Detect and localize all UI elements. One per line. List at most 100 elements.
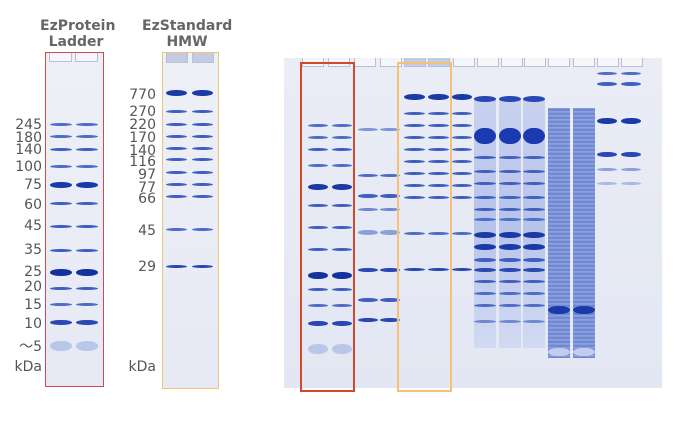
band: [332, 148, 352, 151]
band: [404, 136, 425, 139]
band: [452, 112, 472, 115]
band: [428, 112, 449, 115]
band: [76, 287, 98, 290]
gel-well: [166, 53, 188, 63]
band: [428, 136, 449, 139]
band: [50, 303, 72, 306]
ladder-lane: [50, 53, 72, 386]
band: [573, 306, 595, 314]
mw-label: 10: [24, 316, 42, 332]
band: [621, 118, 641, 124]
ladder-lane: [332, 58, 352, 388]
gel-well: [548, 58, 570, 67]
band: [523, 156, 545, 159]
band: [332, 226, 352, 229]
band: [523, 208, 545, 211]
band: [332, 184, 352, 190]
sample-lane: [358, 58, 378, 388]
band: [76, 225, 98, 228]
gel-well: [573, 58, 595, 67]
band: [474, 232, 496, 238]
band: [474, 96, 496, 102]
lane-smear: [499, 98, 521, 348]
band: [166, 110, 187, 113]
lysate-lane: [474, 58, 496, 388]
mw-label: 75: [24, 177, 42, 193]
band: [76, 148, 98, 151]
band: [380, 208, 400, 211]
ezstandard-hmw-title: EzStandard HMW: [142, 18, 232, 50]
band: [358, 174, 378, 177]
band: [597, 182, 617, 185]
mw-label: 25: [24, 264, 42, 280]
sample-lane: [621, 58, 641, 388]
band: [452, 184, 472, 187]
band: [332, 321, 352, 326]
mw-label: 29: [138, 259, 156, 275]
band: [474, 292, 496, 295]
band: [332, 344, 352, 354]
band: [404, 160, 425, 163]
band: [597, 82, 617, 86]
band: [523, 280, 545, 283]
band: [166, 135, 187, 138]
band: [404, 184, 425, 187]
band: [76, 182, 98, 188]
band: [499, 96, 521, 102]
band: [192, 183, 213, 186]
lysate-lane: [499, 58, 521, 388]
band: [499, 258, 521, 262]
band: [358, 194, 378, 198]
band: [50, 249, 72, 252]
band: [76, 123, 98, 126]
band: [76, 303, 98, 306]
band: [452, 268, 472, 271]
band: [404, 268, 425, 271]
mw-label: 77: [138, 180, 156, 196]
band: [358, 208, 378, 211]
band: [380, 268, 400, 272]
band: [474, 258, 496, 262]
band: [192, 171, 213, 174]
band: [474, 182, 496, 185]
gel-well: [501, 58, 523, 67]
band: [76, 269, 98, 276]
band: [499, 196, 521, 199]
band: [50, 341, 72, 351]
band: [499, 182, 521, 185]
band: [166, 147, 187, 150]
band: [597, 152, 617, 157]
band: [523, 244, 545, 250]
band: [380, 230, 400, 235]
band: [308, 248, 328, 251]
mw-label: 45: [24, 218, 42, 234]
gel-well: [477, 58, 499, 67]
mw-label: 245: [15, 117, 42, 133]
band: [523, 96, 545, 102]
band: [523, 304, 545, 307]
kda-unit-label: kDa: [128, 359, 156, 375]
band: [621, 168, 641, 171]
band: [474, 304, 496, 307]
band: [358, 268, 378, 272]
band: [332, 204, 352, 207]
band: [548, 348, 570, 356]
band: [428, 268, 449, 271]
band: [452, 172, 472, 175]
band: [50, 225, 72, 228]
gel-well: [75, 53, 98, 62]
band: [523, 268, 545, 272]
band: [499, 320, 521, 323]
lane-smear: [523, 98, 545, 348]
band: [192, 90, 213, 96]
band: [308, 304, 328, 307]
band: [428, 124, 449, 127]
band: [523, 182, 545, 185]
band: [499, 268, 521, 272]
band: [192, 135, 213, 138]
band: [332, 248, 352, 251]
band: [474, 218, 496, 221]
band: [474, 208, 496, 211]
band: [523, 258, 545, 262]
band: [50, 287, 72, 290]
